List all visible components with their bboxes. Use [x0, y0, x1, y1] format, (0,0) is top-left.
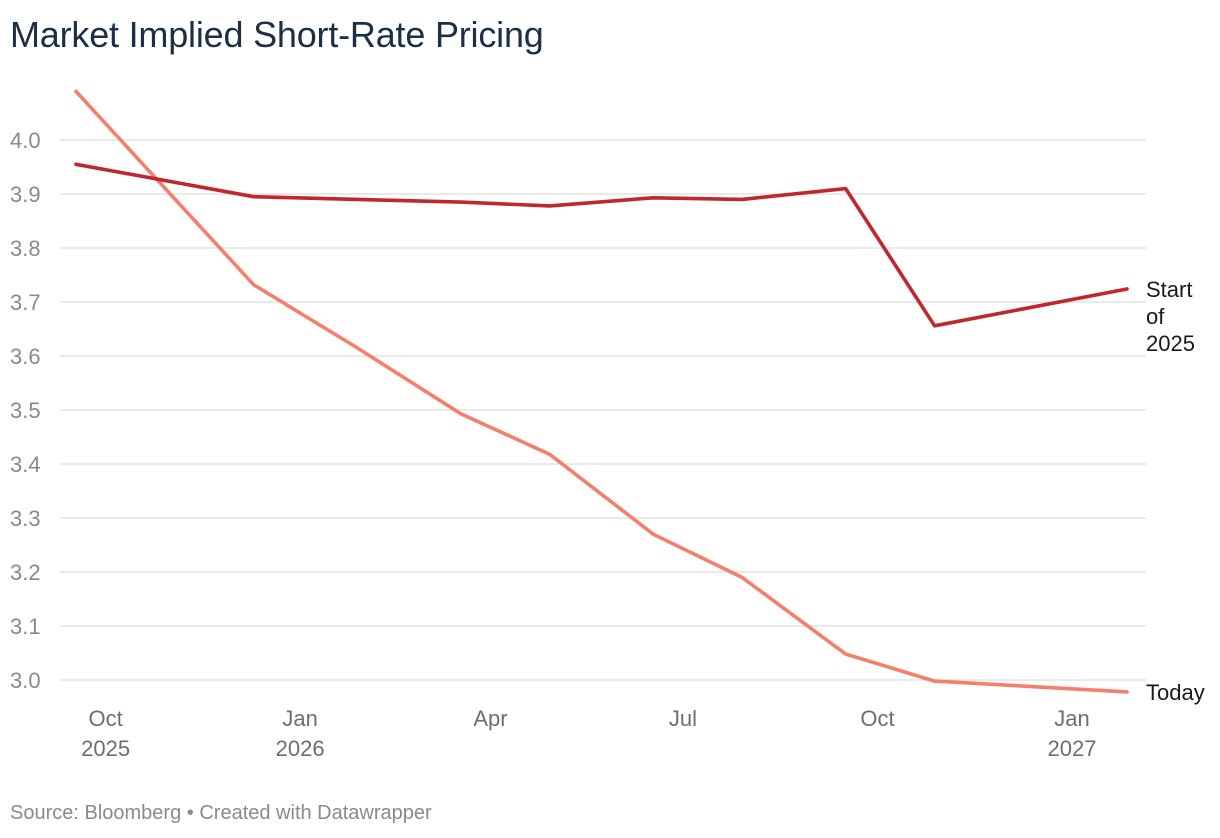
credit-link[interactable]: Created with Datawrapper [199, 802, 432, 824]
x-tick-year-label: 2026 [276, 736, 325, 761]
y-tick-label: 3.8 [10, 236, 41, 261]
x-tick-label: Jan [1054, 706, 1089, 731]
chart-footer: Source: Bloomberg • Created with Datawra… [10, 802, 432, 825]
y-tick-label: 3.7 [10, 290, 41, 315]
x-tick-label: Oct [860, 706, 894, 731]
series-label: 2025 [1146, 331, 1195, 356]
y-tick-label: 3.0 [10, 668, 41, 693]
y-tick-label: 4.0 [10, 128, 41, 153]
x-tick-year-label: 2025 [81, 736, 130, 761]
y-tick-label: 3.9 [10, 182, 41, 207]
y-tick-label: 3.1 [10, 614, 41, 639]
x-axis-ticks: Oct 2025 Jan 2026 Apr Jul Oct Jan 2027 [81, 706, 1096, 761]
series-lines [74, 89, 1129, 694]
grid-lines [60, 139, 1146, 681]
y-tick-label: 3.4 [10, 452, 41, 477]
y-tick-label: 3.6 [10, 344, 41, 369]
y-axis-ticks: 4.0 3.9 3.8 3.7 3.6 3.5 3.4 3.3 3.2 3.1 3.0 [10, 128, 41, 693]
x-tick-label: Jul [669, 706, 697, 731]
series-label: of [1146, 304, 1165, 329]
y-tick-label: 3.3 [10, 506, 41, 531]
x-tick-year-label: 2027 [1048, 736, 1097, 761]
series-label: Start [1146, 277, 1192, 302]
source-note[interactable]: Source: Bloomberg [10, 802, 182, 824]
series-line [74, 162, 1129, 328]
y-tick-label: 3.2 [10, 560, 41, 585]
series-label: Today [1146, 680, 1205, 705]
footer-separator: • [186, 802, 194, 824]
x-tick-label: Apr [473, 706, 507, 731]
y-tick-label: 3.5 [10, 398, 41, 423]
x-tick-label: Oct [88, 706, 122, 731]
series-line [74, 89, 1129, 694]
x-tick-label: Jan [282, 706, 317, 731]
chart-title: Market Implied Short-Rate Pricing [10, 14, 544, 55]
